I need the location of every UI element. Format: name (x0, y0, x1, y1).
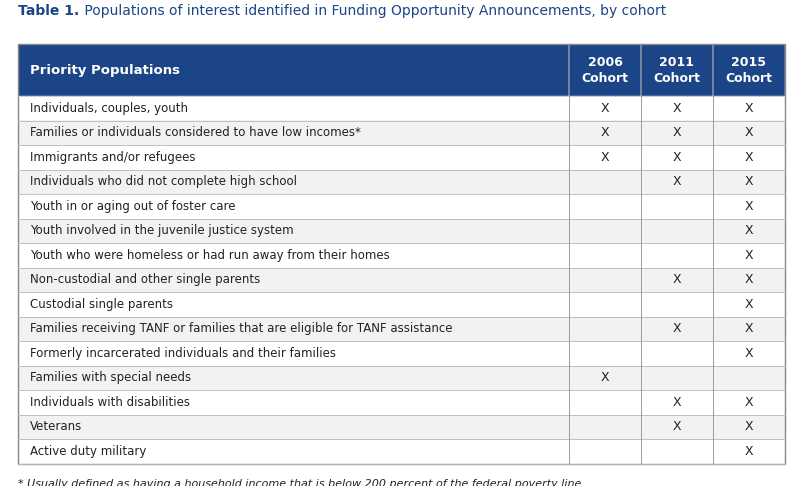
Bar (18, 243, 785, 267)
Text: Individuals with disabilities: Individuals with disabilities (30, 396, 190, 409)
Text: X: X (601, 102, 610, 115)
Text: X: X (673, 151, 682, 164)
Text: X: X (745, 273, 754, 286)
Text: Immigrants and/or refugees: Immigrants and/or refugees (30, 151, 195, 164)
Text: X: X (745, 322, 754, 335)
Text: X: X (745, 224, 754, 237)
Text: X: X (745, 445, 754, 458)
Bar (18, 341, 785, 365)
Bar (641, 44, 713, 96)
Text: X: X (745, 151, 754, 164)
Text: * Usually defined as having a household income that is below 200 percent of the : * Usually defined as having a household … (18, 479, 585, 486)
Bar (18, 194, 785, 219)
Bar (18, 439, 785, 464)
Bar (18, 219, 785, 243)
Bar (18, 267, 785, 292)
Text: X: X (745, 102, 754, 115)
Text: X: X (745, 347, 754, 360)
Text: X: X (601, 371, 610, 384)
Text: X: X (601, 151, 610, 164)
Bar (18, 44, 785, 464)
Text: X: X (673, 102, 682, 115)
Text: X: X (673, 273, 682, 286)
Text: 2006
Cohort: 2006 Cohort (582, 55, 629, 85)
Text: Individuals, couples, youth: Individuals, couples, youth (30, 102, 188, 115)
Text: Youth who were homeless or had run away from their homes: Youth who were homeless or had run away … (30, 249, 390, 262)
Text: Families receiving TANF or families that are eligible for TANF assistance: Families receiving TANF or families that… (30, 322, 453, 335)
Bar (18, 96, 785, 121)
Text: Custodial single parents: Custodial single parents (30, 298, 173, 311)
Text: Priority Populations: Priority Populations (30, 64, 180, 76)
Text: Formerly incarcerated individuals and their families: Formerly incarcerated individuals and th… (30, 347, 336, 360)
Bar (18, 415, 785, 439)
Bar (18, 170, 785, 194)
Text: 2015
Cohort: 2015 Cohort (726, 55, 773, 85)
Text: X: X (745, 420, 754, 433)
Text: X: X (745, 175, 754, 188)
Text: Families or individuals considered to have low incomes*: Families or individuals considered to ha… (30, 126, 361, 139)
Text: X: X (745, 126, 754, 139)
Text: X: X (745, 396, 754, 409)
Text: X: X (673, 420, 682, 433)
Bar (18, 44, 569, 96)
Text: X: X (673, 396, 682, 409)
Bar (18, 145, 785, 170)
Text: X: X (673, 126, 682, 139)
Text: Veterans: Veterans (30, 420, 82, 433)
Text: 2011
Cohort: 2011 Cohort (654, 55, 701, 85)
Text: X: X (601, 126, 610, 139)
Text: X: X (745, 200, 754, 213)
Bar (18, 121, 785, 145)
Bar (569, 44, 641, 96)
Bar (713, 44, 785, 96)
Text: Youth in or aging out of foster care: Youth in or aging out of foster care (30, 200, 235, 213)
Text: Individuals who did not complete high school: Individuals who did not complete high sc… (30, 175, 297, 188)
Bar (18, 316, 785, 341)
Text: X: X (745, 249, 754, 262)
Text: Youth involved in the juvenile justice system: Youth involved in the juvenile justice s… (30, 224, 294, 237)
Bar (18, 292, 785, 316)
Bar (18, 390, 785, 415)
Text: X: X (745, 298, 754, 311)
Bar (18, 365, 785, 390)
Text: Families with special needs: Families with special needs (30, 371, 191, 384)
Text: X: X (673, 175, 682, 188)
Text: Active duty military: Active duty military (30, 445, 146, 458)
Text: Populations of interest identified in Funding Opportunity Announcements, by coho: Populations of interest identified in Fu… (80, 4, 666, 18)
Text: Table 1.: Table 1. (18, 4, 79, 18)
Text: X: X (673, 322, 682, 335)
Text: Non-custodial and other single parents: Non-custodial and other single parents (30, 273, 260, 286)
